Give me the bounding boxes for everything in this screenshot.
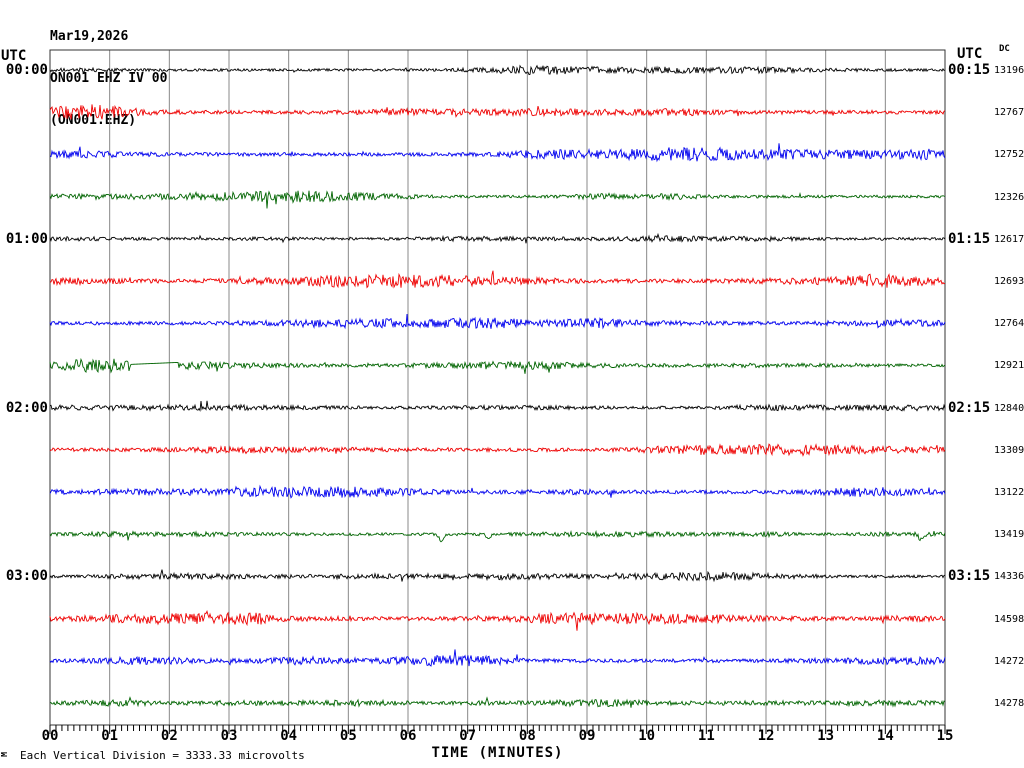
seismogram-trace <box>49 696 946 708</box>
x-tick-label: 03 <box>220 728 238 744</box>
x-tick-label: 04 <box>280 728 298 744</box>
x-tick-label: 11 <box>697 728 715 744</box>
seismogram-trace <box>49 400 946 412</box>
x-tick-label: 02 <box>160 728 178 744</box>
seismogram-trace <box>49 609 946 631</box>
dc-value: 13196 <box>994 65 1024 76</box>
x-tick-label: 05 <box>339 728 357 744</box>
x-tick-label: 13 <box>817 728 835 744</box>
dc-value: 12767 <box>994 107 1024 119</box>
title-station: ON001 EHZ IV 00 <box>50 71 168 86</box>
seismogram-trace <box>49 104 946 120</box>
x-tick-label: 06 <box>399 728 417 744</box>
right-time-label: 00:15 <box>948 62 991 78</box>
left-time-label: 00:00 <box>5 62 48 78</box>
corner-watermark: M <box>0 752 9 757</box>
dc-value: 14272 <box>994 655 1024 667</box>
dc-header: DC <box>999 44 1010 54</box>
x-tick-label: 09 <box>578 728 596 744</box>
left-time-label: 03:00 <box>5 568 48 585</box>
dc-value: 14336 <box>994 571 1024 583</box>
x-tick-label: 14 <box>876 728 894 744</box>
title-date: Mar19,2026 <box>50 29 129 44</box>
seismogram-trace <box>49 143 946 163</box>
dc-value: 13419 <box>994 529 1024 541</box>
seismogram-trace <box>49 649 946 667</box>
right-time-label: 03:15 <box>948 568 991 585</box>
dc-value: 12617 <box>994 233 1024 245</box>
dc-value: 14598 <box>994 613 1024 625</box>
dc-value: 12764 <box>994 318 1024 330</box>
x-tick-label: 12 <box>757 728 775 744</box>
dc-value: 13122 <box>994 487 1024 498</box>
seismogram-trace <box>49 529 946 543</box>
dc-value: 12326 <box>994 191 1024 203</box>
dc-value: 12921 <box>994 360 1024 372</box>
x-tick-label: 01 <box>101 728 119 744</box>
dc-value: 14278 <box>994 698 1024 709</box>
seismogram-trace <box>49 484 946 499</box>
seismogram-trace <box>49 313 946 330</box>
left-utc-header: UTC <box>1 48 27 64</box>
x-tick-label: 00 <box>41 728 59 744</box>
seismogram-trace <box>49 443 946 457</box>
x-tick-label: 07 <box>459 728 477 744</box>
dc-value: 12840 <box>994 402 1024 414</box>
x-tick-label: 15 <box>936 728 954 744</box>
seismogram-trace <box>49 270 946 289</box>
seismogram-trace <box>49 569 946 583</box>
seismogram-trace <box>49 357 946 374</box>
seismogram-trace <box>49 64 946 76</box>
right-time-label: 01:15 <box>948 230 991 247</box>
x-axis-title: TIME (MINUTES) <box>431 745 564 761</box>
seismogram-trace <box>49 232 946 244</box>
dc-value: 12693 <box>994 276 1024 287</box>
scale-note: Each Vertical Division = 3333.33 microvo… <box>20 749 305 762</box>
dc-value: 12752 <box>994 149 1024 161</box>
left-time-label: 02:00 <box>5 399 48 416</box>
left-time-label: 01:00 <box>5 230 48 247</box>
dc-value: 13309 <box>994 444 1024 456</box>
x-tick-label: 08 <box>518 728 536 744</box>
right-time-label: 02:15 <box>948 399 991 416</box>
right-utc-header: UTC <box>957 46 983 62</box>
x-tick-label: 10 <box>638 728 656 744</box>
seismogram-trace <box>49 190 946 209</box>
